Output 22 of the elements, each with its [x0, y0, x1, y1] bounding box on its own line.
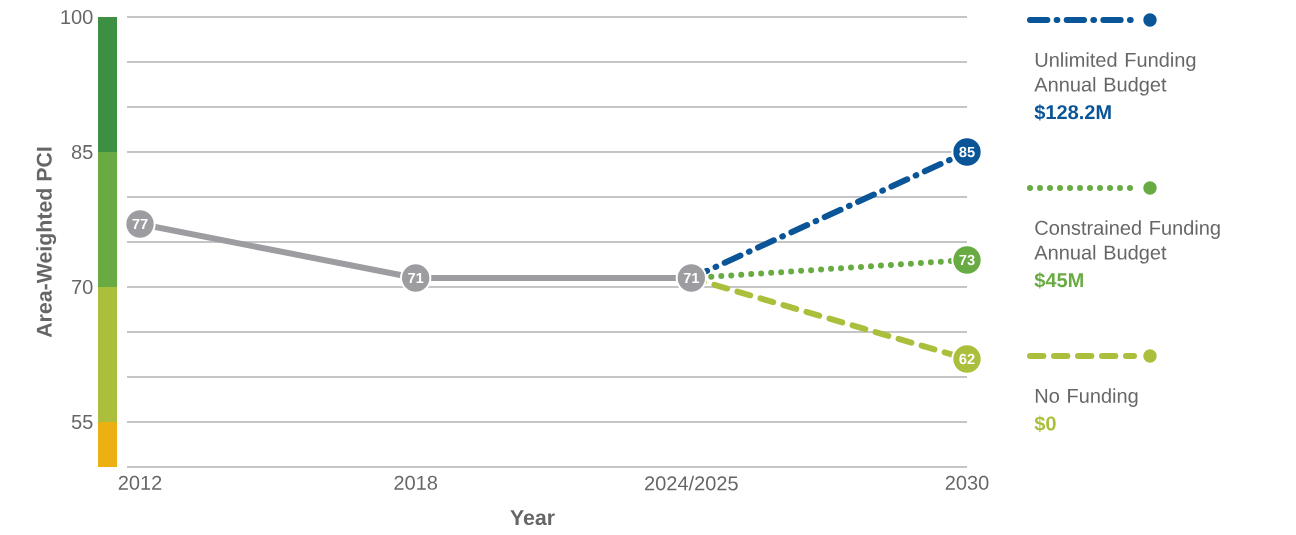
- y-axis-title: Area-Weighted PCI: [36, 147, 57, 338]
- x-tick-label: 2018: [394, 475, 438, 490]
- data-label: 85: [959, 146, 975, 158]
- data-label: 73: [959, 254, 975, 266]
- x-tick-label: 2024/2025: [645, 475, 738, 491]
- text: Unlimited Funding Annual Budget: [1034, 52, 1196, 96]
- text: Constrained Funding Annual Budget: [1034, 220, 1220, 264]
- text: No Funding: [1035, 388, 1138, 407]
- x-axis-title: Year: [510, 510, 555, 526]
- data-label: 71: [683, 272, 700, 284]
- data-label: 77: [132, 218, 148, 230]
- text: $45M: [1034, 272, 1083, 289]
- data-label: 62: [959, 353, 975, 365]
- x-tick-label: 2030: [945, 475, 989, 490]
- y-tick-label: 70: [72, 279, 93, 295]
- y-tick-label: 100: [61, 9, 93, 25]
- x-tick-label: 2012: [118, 475, 162, 490]
- data-label: 71: [408, 272, 424, 284]
- text: $0: [1034, 415, 1056, 432]
- y-tick-label: 55: [71, 415, 93, 429]
- text: $128.2M: [1034, 104, 1111, 121]
- y-tick-label: 85: [71, 144, 93, 160]
